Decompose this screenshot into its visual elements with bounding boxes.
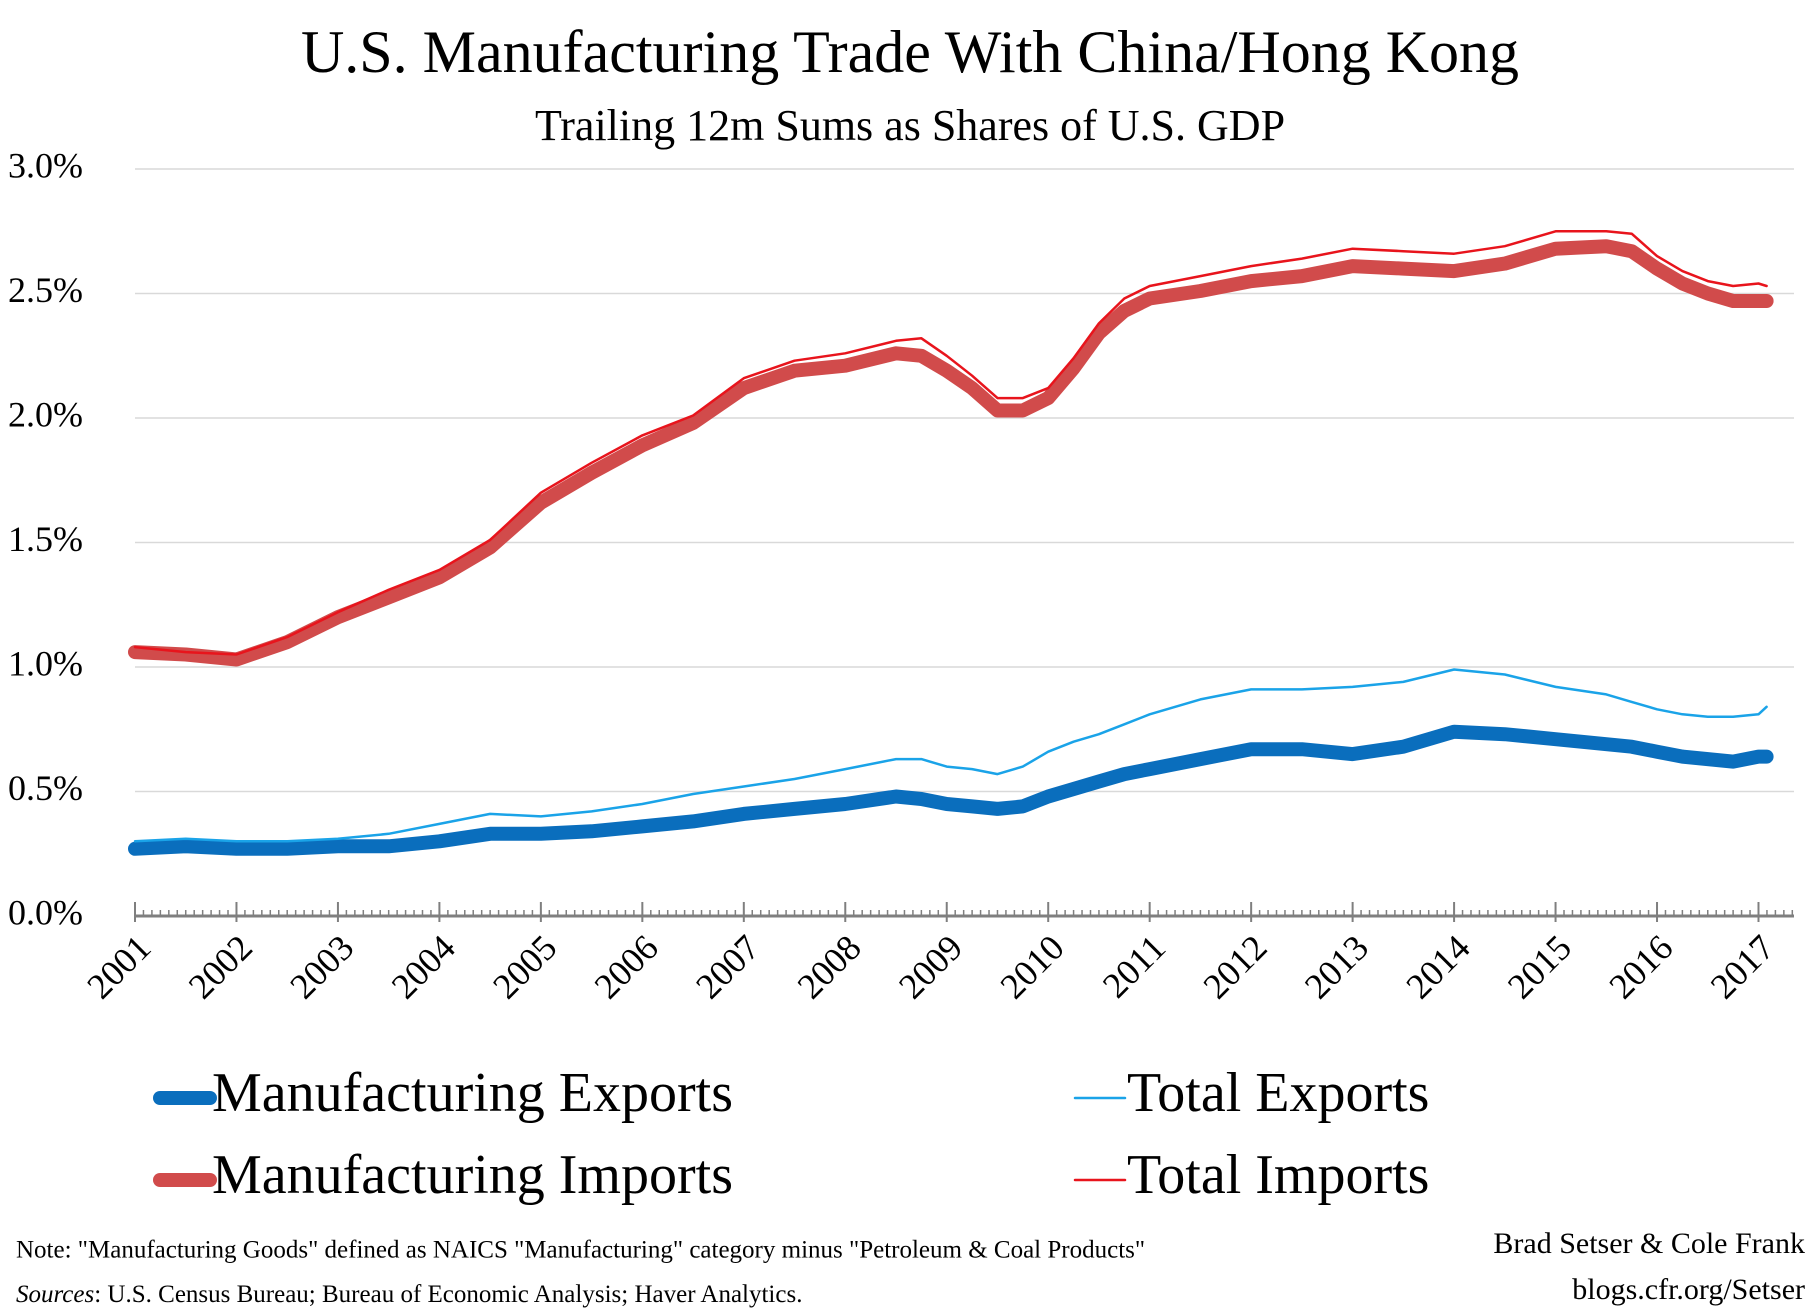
y-tick-label: 3.0% [8, 145, 83, 185]
credit: Brad Setser & Cole Frank [1493, 1227, 1805, 1260]
chart-title: U.S. Manufacturing Trade With China/Hong… [301, 19, 1519, 85]
x-tick-label: 2002 [181, 927, 260, 1006]
y-tick-label: 0.5% [8, 768, 83, 808]
y-tick-label: 2.0% [8, 394, 83, 434]
x-tick-label: 2001 [79, 927, 158, 1006]
x-tick-label: 2013 [1297, 927, 1376, 1006]
series-line [133, 668, 1768, 843]
x-tick-label: 2014 [1398, 927, 1477, 1006]
sources-text: : U.S. Census Bureau; Bureau of Economic… [94, 1281, 802, 1308]
x-tick-label: 2005 [485, 927, 564, 1006]
legend-label: Total Exports [1127, 1062, 1429, 1124]
series-line [133, 230, 1768, 656]
x-tick-label: 2003 [282, 927, 361, 1006]
series-line [128, 239, 1774, 667]
sources-label: Sources [16, 1281, 94, 1308]
x-tick-label: 2016 [1601, 927, 1680, 1006]
y-tick-label: 2.5% [8, 270, 83, 310]
chart-subtitle: Trailing 12m Sums as Shares of U.S. GDP [535, 101, 1285, 150]
x-tick-label: 2011 [1095, 927, 1173, 1005]
x-tick-label: 2010 [993, 927, 1072, 1006]
x-tick-label: 2007 [688, 927, 767, 1006]
series-line [128, 724, 1774, 856]
x-tick-label: 2008 [790, 927, 869, 1006]
x-tick-label: 2004 [384, 927, 463, 1006]
x-tick-label: 2017 [1703, 927, 1782, 1006]
y-tick-label: 0.0% [8, 892, 83, 932]
sources: Sources: U.S. Census Bureau; Bureau of E… [16, 1281, 802, 1308]
legend-label: Manufacturing Imports [212, 1144, 733, 1206]
legend-label: Manufacturing Exports [212, 1062, 733, 1124]
x-tick-label: 2009 [891, 927, 970, 1006]
y-tick-label: 1.0% [8, 643, 83, 683]
credit-url: blogs.cfr.org/Setser [1572, 1273, 1805, 1306]
y-tick-label: 1.5% [8, 519, 83, 559]
note: Note: "Manufacturing Goods" defined as N… [16, 1237, 1145, 1264]
x-tick-label: 2012 [1195, 927, 1274, 1006]
legend-label: Total Imports [1127, 1144, 1429, 1206]
x-tick-label: 2015 [1500, 927, 1579, 1006]
x-tick-label: 2006 [587, 927, 666, 1006]
